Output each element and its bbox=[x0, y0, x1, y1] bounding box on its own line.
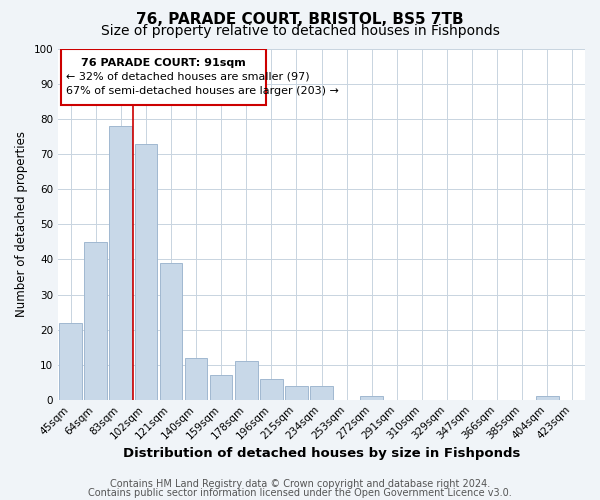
Bar bbox=[235, 361, 257, 400]
Text: 76 PARADE COURT: 91sqm: 76 PARADE COURT: 91sqm bbox=[81, 58, 246, 68]
Bar bbox=[59, 322, 82, 400]
Bar bbox=[210, 375, 232, 400]
Text: 76, PARADE COURT, BRISTOL, BS5 7TB: 76, PARADE COURT, BRISTOL, BS5 7TB bbox=[136, 12, 464, 28]
Bar bbox=[185, 358, 208, 400]
Bar bbox=[310, 386, 333, 400]
Text: ← 32% of detached houses are smaller (97): ← 32% of detached houses are smaller (97… bbox=[65, 72, 309, 82]
Bar bbox=[61, 49, 266, 105]
Bar bbox=[134, 144, 157, 400]
Bar bbox=[109, 126, 132, 400]
X-axis label: Distribution of detached houses by size in Fishponds: Distribution of detached houses by size … bbox=[123, 447, 520, 460]
Bar bbox=[260, 378, 283, 400]
Bar bbox=[160, 263, 182, 400]
Bar bbox=[536, 396, 559, 400]
Y-axis label: Number of detached properties: Number of detached properties bbox=[15, 132, 28, 318]
Text: Size of property relative to detached houses in Fishponds: Size of property relative to detached ho… bbox=[101, 24, 499, 38]
Bar bbox=[361, 396, 383, 400]
Text: 67% of semi-detached houses are larger (203) →: 67% of semi-detached houses are larger (… bbox=[65, 86, 338, 96]
Bar bbox=[285, 386, 308, 400]
Text: Contains public sector information licensed under the Open Government Licence v3: Contains public sector information licen… bbox=[88, 488, 512, 498]
Bar bbox=[85, 242, 107, 400]
Text: Contains HM Land Registry data © Crown copyright and database right 2024.: Contains HM Land Registry data © Crown c… bbox=[110, 479, 490, 489]
